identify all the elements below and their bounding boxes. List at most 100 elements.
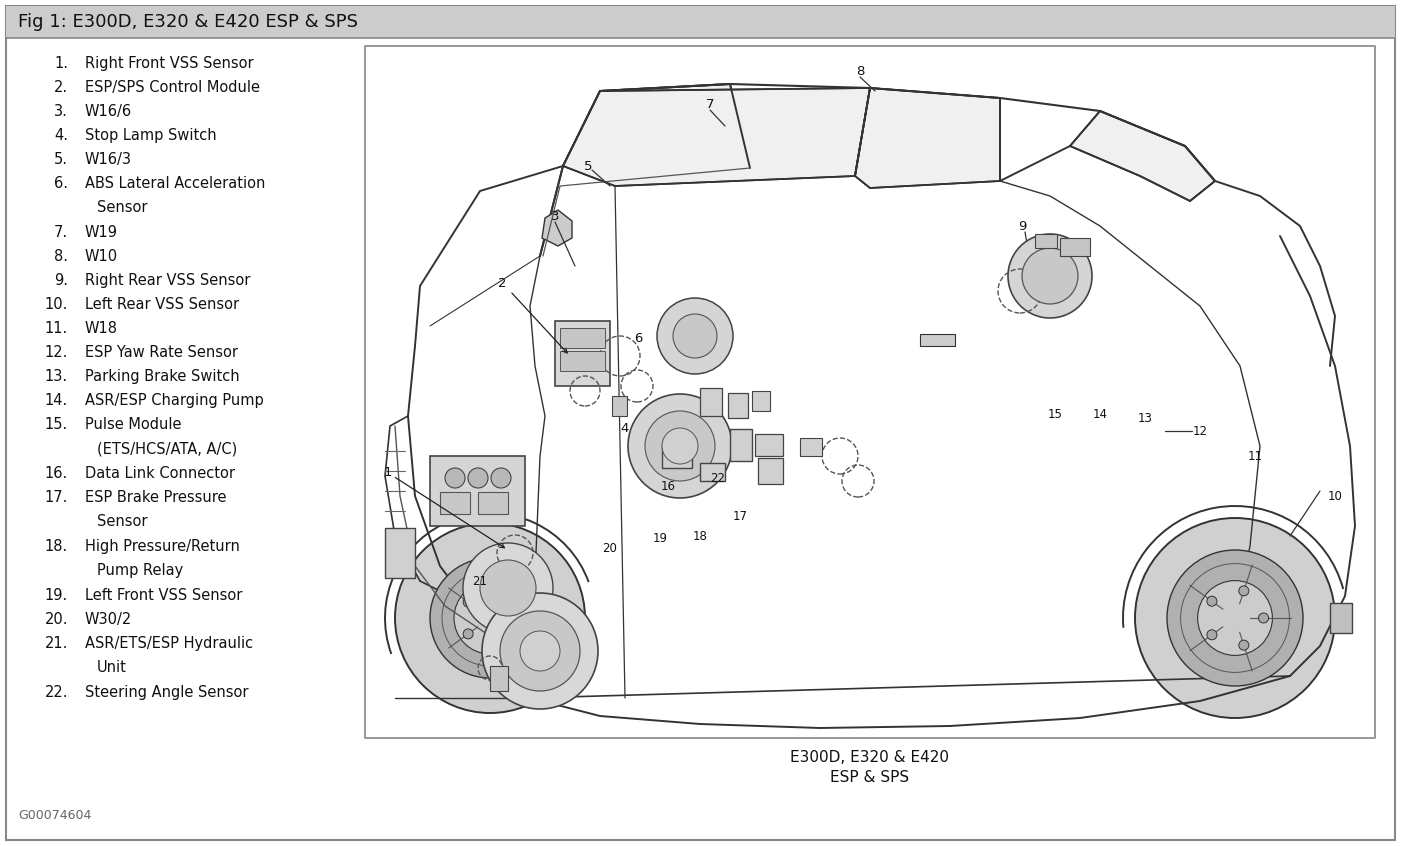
Text: 8.: 8. xyxy=(55,249,69,264)
FancyBboxPatch shape xyxy=(700,388,722,416)
Circle shape xyxy=(1238,640,1248,651)
Text: 13.: 13. xyxy=(45,369,69,384)
Text: 4: 4 xyxy=(621,421,629,435)
FancyBboxPatch shape xyxy=(920,334,955,346)
FancyBboxPatch shape xyxy=(440,492,469,514)
Text: Pulse Module: Pulse Module xyxy=(85,417,182,432)
Circle shape xyxy=(520,631,560,671)
Text: 2.: 2. xyxy=(53,80,69,95)
FancyBboxPatch shape xyxy=(385,528,415,578)
Text: 5: 5 xyxy=(584,160,593,173)
Text: Parking Brake Switch: Parking Brake Switch xyxy=(85,369,240,384)
Text: W30/2: W30/2 xyxy=(85,612,132,627)
Text: W18: W18 xyxy=(85,321,118,336)
Text: 19: 19 xyxy=(653,531,667,545)
Text: ESP Yaw Rate Sensor: ESP Yaw Rate Sensor xyxy=(85,345,238,360)
Circle shape xyxy=(672,314,717,358)
Text: 11.: 11. xyxy=(45,321,69,336)
Text: 20.: 20. xyxy=(45,612,69,627)
Text: 4.: 4. xyxy=(55,128,69,143)
Text: Sensor: Sensor xyxy=(97,200,147,215)
Polygon shape xyxy=(1070,111,1215,201)
Text: Right Front VSS Sensor: Right Front VSS Sensor xyxy=(85,56,254,71)
Text: 1: 1 xyxy=(384,465,392,479)
Text: Data Link Connector: Data Link Connector xyxy=(85,466,235,481)
Circle shape xyxy=(1206,596,1217,607)
Circle shape xyxy=(446,468,465,488)
Text: 10.: 10. xyxy=(45,297,69,312)
Text: 14: 14 xyxy=(1093,408,1108,420)
Polygon shape xyxy=(855,88,1000,188)
Circle shape xyxy=(511,613,523,623)
Text: 14.: 14. xyxy=(45,393,69,408)
Text: ESP & SPS: ESP & SPS xyxy=(831,770,909,785)
FancyBboxPatch shape xyxy=(430,456,525,526)
Text: 7.: 7. xyxy=(53,225,69,240)
Polygon shape xyxy=(542,210,572,246)
Text: 2: 2 xyxy=(497,277,506,289)
Text: 21.: 21. xyxy=(45,636,69,651)
Circle shape xyxy=(500,611,580,691)
Text: W19: W19 xyxy=(85,225,118,240)
Text: ABS Lateral Acceleration: ABS Lateral Acceleration xyxy=(85,176,265,191)
Circle shape xyxy=(493,639,503,649)
Circle shape xyxy=(395,523,586,713)
FancyBboxPatch shape xyxy=(663,446,692,468)
Text: W10: W10 xyxy=(85,249,118,264)
FancyBboxPatch shape xyxy=(6,6,1395,38)
Text: W16/3: W16/3 xyxy=(85,152,132,167)
Text: 17: 17 xyxy=(733,509,748,523)
Text: 8: 8 xyxy=(856,64,864,78)
FancyBboxPatch shape xyxy=(490,666,509,691)
Circle shape xyxy=(464,629,474,639)
Circle shape xyxy=(1135,518,1335,718)
Circle shape xyxy=(462,543,553,633)
Text: E300D, E320 & E420: E300D, E320 & E420 xyxy=(790,750,950,765)
Text: 18: 18 xyxy=(692,530,708,542)
Text: 17.: 17. xyxy=(45,490,69,505)
Text: 5.: 5. xyxy=(55,152,69,167)
Circle shape xyxy=(481,560,537,616)
FancyBboxPatch shape xyxy=(1330,603,1352,633)
Circle shape xyxy=(644,411,715,481)
Circle shape xyxy=(663,428,698,464)
Text: 15: 15 xyxy=(1048,408,1062,420)
Text: ASR/ETS/ESP Hydraulic: ASR/ETS/ESP Hydraulic xyxy=(85,636,254,651)
Circle shape xyxy=(1206,629,1217,640)
Text: Steering Angle Sensor: Steering Angle Sensor xyxy=(85,685,248,700)
Circle shape xyxy=(657,298,733,374)
FancyBboxPatch shape xyxy=(560,351,605,371)
FancyBboxPatch shape xyxy=(758,458,783,484)
Circle shape xyxy=(1258,613,1268,623)
Text: 22: 22 xyxy=(710,471,726,485)
Circle shape xyxy=(1167,550,1303,686)
FancyBboxPatch shape xyxy=(366,46,1374,738)
Text: 6: 6 xyxy=(633,332,642,344)
FancyBboxPatch shape xyxy=(560,328,605,348)
Text: ESP Brake Pressure: ESP Brake Pressure xyxy=(85,490,227,505)
Text: 11: 11 xyxy=(1247,449,1262,463)
Text: W16/6: W16/6 xyxy=(85,104,132,119)
Text: 18.: 18. xyxy=(45,539,69,554)
Text: (ETS/HCS/ATA, A/C): (ETS/HCS/ATA, A/C) xyxy=(97,441,237,456)
Text: 16.: 16. xyxy=(45,466,69,481)
Text: Left Rear VSS Sensor: Left Rear VSS Sensor xyxy=(85,297,240,312)
Text: Sensor: Sensor xyxy=(97,514,147,529)
Circle shape xyxy=(493,587,503,597)
Text: 12.: 12. xyxy=(45,345,69,360)
Circle shape xyxy=(430,558,551,678)
Circle shape xyxy=(1021,248,1077,304)
Text: Pump Relay: Pump Relay xyxy=(97,563,184,578)
FancyBboxPatch shape xyxy=(755,434,783,456)
FancyBboxPatch shape xyxy=(729,393,748,418)
Text: ESP/SPS Control Module: ESP/SPS Control Module xyxy=(85,80,261,95)
Text: 16: 16 xyxy=(660,480,675,492)
Text: Stop Lamp Switch: Stop Lamp Switch xyxy=(85,128,217,143)
Text: 12: 12 xyxy=(1192,425,1208,437)
Text: 10: 10 xyxy=(1328,490,1342,503)
Text: 9: 9 xyxy=(1017,219,1026,233)
Polygon shape xyxy=(563,84,750,168)
Circle shape xyxy=(454,582,525,654)
Text: 20: 20 xyxy=(602,541,618,554)
Text: 9.: 9. xyxy=(55,273,69,288)
